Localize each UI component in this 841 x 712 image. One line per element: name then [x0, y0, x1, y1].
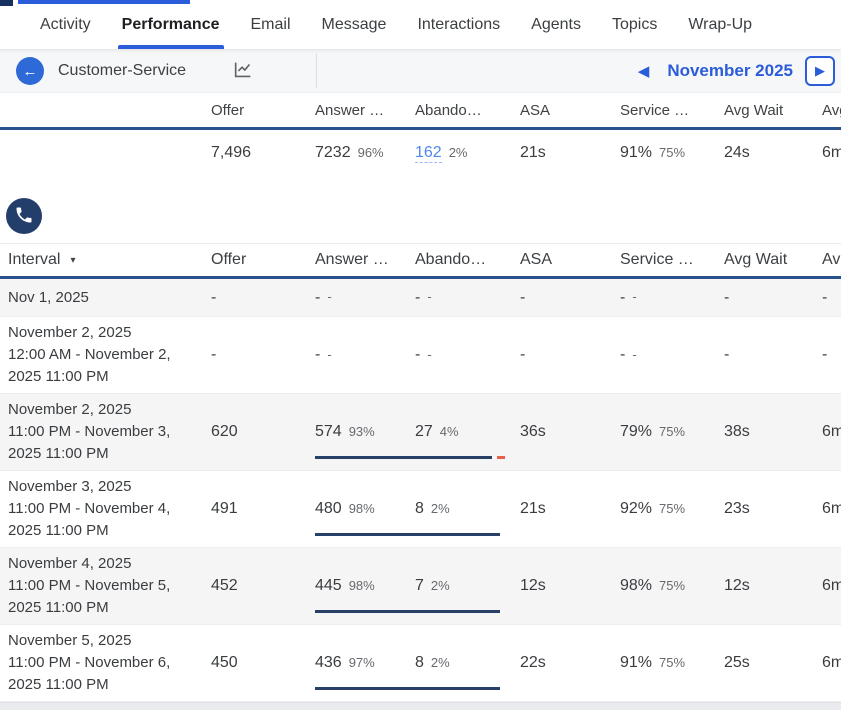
answer-abandon-ratio-bar [315, 456, 505, 459]
interval-header-avg-wait[interactable]: Avg Wait [724, 251, 788, 268]
answer-abandon-ratio-bar [315, 533, 500, 536]
queue-name: Customer-Service [58, 62, 187, 79]
spacer [0, 176, 841, 198]
media-type-row [0, 198, 841, 244]
tab-interactions[interactable]: Interactions [417, 15, 501, 33]
interval-header-answer[interactable]: Answer … [315, 251, 389, 268]
summary-header-avg-wait: Avg Wait [724, 101, 784, 119]
summary-abandon-pct: 2% [448, 144, 468, 160]
summary-header-empty [0, 93, 203, 127]
tab-activity[interactable]: Activity [40, 15, 91, 33]
interval-label: November 5, 2025 11:00 PM - November 6, … [8, 632, 171, 693]
interval-label: Nov 1, 2025 [8, 288, 89, 306]
top-blue-indicator [18, 0, 190, 4]
summary-header-avg: Avg [822, 101, 841, 119]
next-row-edge [0, 702, 841, 710]
table-row: November 2, 2025 12:00 AM - November 2, … [0, 317, 841, 394]
table-row: November 3, 2025 11:00 PM - November 4, … [0, 471, 841, 548]
table-row: November 5, 2025 11:00 PM - November 6, … [0, 625, 841, 702]
interval-header-asa[interactable]: ASA [520, 251, 553, 268]
line-chart-icon [232, 59, 254, 84]
top-navy-bar [0, 0, 13, 6]
tab-performance[interactable]: Performance [117, 0, 224, 49]
tab-bar: Activity Performance Email Message Inter… [0, 0, 841, 50]
answered-bar [315, 533, 500, 536]
interval-label: November 2, 2025 12:00 AM - November 2, … [8, 324, 171, 385]
table-row: November 4, 2025 11:00 PM - November 5, … [0, 548, 841, 625]
summary-header-offer: Offer [211, 101, 245, 119]
summary-avg: 6m [822, 144, 841, 161]
sort-caret-icon: ▾ [70, 254, 76, 266]
next-month-button[interactable]: ▶ [805, 56, 835, 86]
toolbar-divider [316, 54, 317, 88]
answered-bar [315, 610, 500, 613]
tab-message[interactable]: Message [321, 15, 387, 33]
phone-icon [14, 205, 34, 228]
interval-label: November 4, 2025 11:00 PM - November 5, … [8, 555, 171, 616]
summary-answer: 7232 [315, 144, 351, 161]
interval-header-underline [0, 276, 841, 279]
summary-header-service: Service … [620, 101, 690, 119]
tab-email[interactable]: Email [250, 15, 291, 33]
summary-row: 7,496 7232 96% 162 2% 21s 91% 75% 24s 6m [0, 130, 841, 176]
summary-header-underline [0, 127, 841, 130]
interval-header-row: Interval ▾ Offer Answer … Abando… ASA Ser… [0, 244, 841, 276]
interval-label: November 3, 2025 11:00 PM - November 4, … [8, 478, 171, 539]
back-button[interactable]: ← [16, 57, 44, 85]
interval-header-abandon[interactable]: Abando… [415, 251, 487, 268]
summary-answer-pct: 96% [357, 144, 384, 160]
prev-arrow-icon: ◀ [637, 63, 650, 80]
answered-bar [315, 456, 492, 459]
summary-abandon-link[interactable]: 162 [415, 143, 442, 163]
summary-avg-wait: 24s [724, 144, 750, 161]
summary-header-asa: ASA [520, 101, 551, 119]
abandoned-bar [497, 456, 505, 459]
summary-header-row: Offer Answer … Abando… ASA Service … Avg… [0, 93, 841, 127]
next-arrow-icon: ▶ [815, 63, 825, 78]
date-range-label: November 2025 [667, 61, 793, 80]
summary-offer: 7,496 [211, 144, 252, 161]
answer-abandon-ratio-bar [315, 687, 500, 690]
voice-media-button[interactable] [6, 198, 42, 234]
summary-service: 91% [620, 144, 653, 161]
answer-abandon-ratio-bar [315, 610, 500, 613]
answered-bar [315, 687, 500, 690]
date-navigation: ◀ November 2025 ▶ [632, 56, 835, 86]
chart-view-button[interactable] [232, 59, 254, 84]
back-arrow-icon: ← [22, 62, 38, 80]
summary-asa: 21s [520, 144, 546, 161]
tab-wrap-up[interactable]: Wrap-Up [688, 15, 753, 33]
interval-header-interval[interactable]: Interval ▾ [8, 251, 76, 268]
summary-service-target: 75% [659, 144, 686, 160]
tab-agents[interactable]: Agents [531, 15, 581, 33]
active-tab-underline [117, 45, 224, 49]
interval-header-offer[interactable]: Offer [211, 251, 247, 268]
table-row: Nov 1, 2025 - -- -- - -- - - [0, 279, 841, 317]
toolbar: ← Customer-Service ◀ November 2025 ▶ [0, 50, 841, 93]
summary-header-abandon: Abando… [415, 101, 482, 119]
tab-topics[interactable]: Topics [611, 15, 658, 33]
summary-header-answer: Answer … [315, 101, 385, 119]
interval-header-avg[interactable]: Avg [822, 251, 841, 268]
table-row: November 2, 2025 11:00 PM - November 3, … [0, 394, 841, 471]
prev-month-button[interactable]: ◀ [632, 60, 656, 82]
interval-header-service[interactable]: Service … [620, 251, 694, 268]
interval-label: November 2, 2025 11:00 PM - November 3, … [8, 401, 171, 462]
